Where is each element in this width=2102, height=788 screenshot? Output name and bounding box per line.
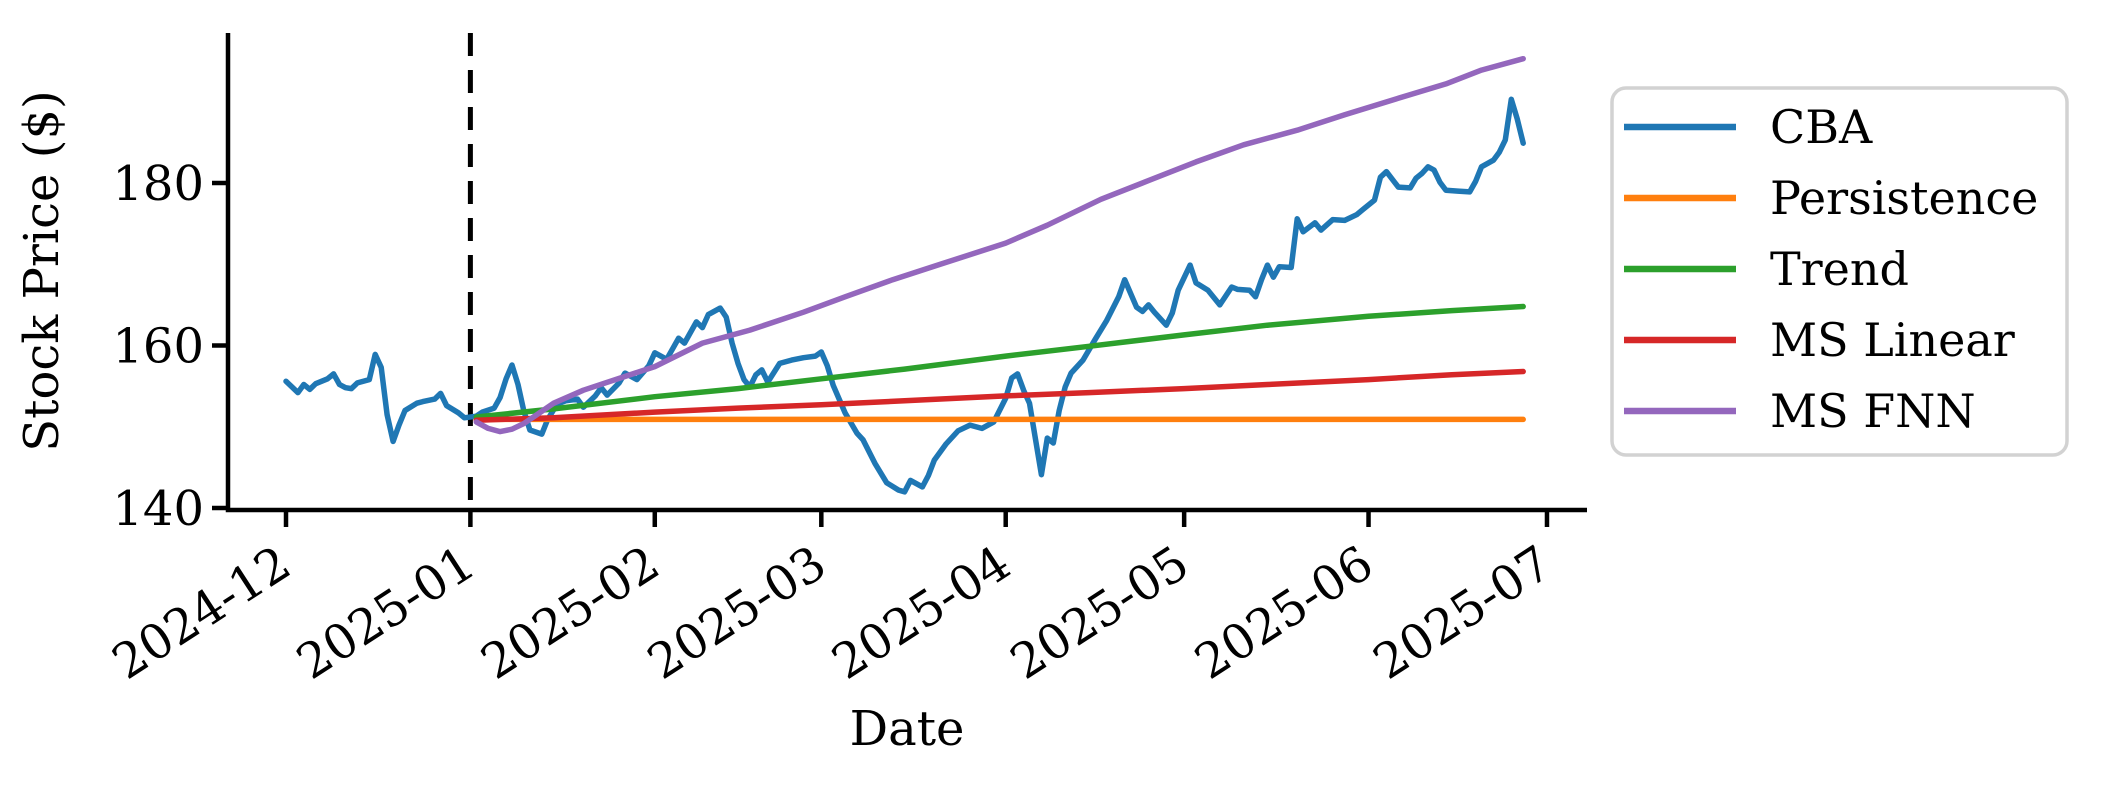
x-tick-label-2025-07: 2025-07 [1364, 535, 1562, 691]
legend-box [1610, 86, 2069, 457]
y-tick-label-140: 140 [112, 481, 204, 537]
x-tick-label-2024-12: 2024-12 [103, 535, 301, 691]
x-tick-label-2025-06: 2025-06 [1185, 535, 1383, 691]
x-tick-label-2025-02: 2025-02 [472, 535, 670, 691]
series-line-ms-fnn [473, 55, 1526, 435]
x-tick-label-2025-01: 2025-01 [287, 535, 485, 691]
legend-label-trend: Trend [1770, 242, 1909, 296]
y-tick-label-180: 180 [112, 156, 204, 212]
legend-label-ms-linear: MS Linear [1770, 313, 2015, 367]
x-tick-label-2025-03: 2025-03 [638, 535, 836, 691]
legend-label-persistence: Persistence [1770, 171, 2038, 225]
series-line-ms-linear [473, 368, 1526, 423]
x-tick-label-2025-05: 2025-05 [1001, 535, 1199, 691]
x-axis-title: Date [850, 701, 965, 757]
series-line-trend [473, 303, 1526, 420]
legend-label-ms-fnn: MS FNN [1770, 384, 1976, 438]
legend-label-cba: CBA [1770, 100, 1873, 154]
series-line-cba [283, 96, 1526, 495]
y-tick-label-160: 160 [112, 319, 204, 375]
y-axis-title: Stock Price ($) [14, 90, 70, 451]
x-tick-label-2025-04: 2025-04 [822, 535, 1020, 691]
